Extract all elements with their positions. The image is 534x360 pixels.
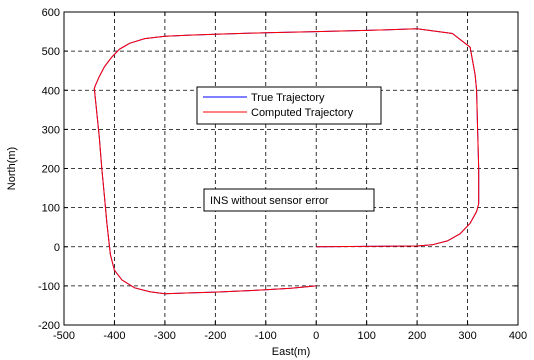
x-tick-label: -400 [103, 330, 125, 342]
legend-box [196, 86, 382, 125]
x-axis-label: East(m) [272, 346, 311, 358]
y-tick-label: -100 [38, 281, 60, 293]
y-tick-label: 500 [42, 46, 60, 58]
x-tick-label: 0 [313, 330, 319, 342]
y-axis-label: North(m) [6, 147, 18, 190]
x-tick-label: -500 [53, 330, 75, 342]
x-tick-label: 400 [509, 330, 527, 342]
x-tick-label: -300 [154, 330, 176, 342]
y-tick-label: 100 [42, 203, 60, 215]
x-tick-label: 100 [357, 330, 375, 342]
series-line-true-trajectory [93, 28, 480, 295]
x-tick-label: -100 [255, 330, 277, 342]
annotation: INS without sensor error [203, 188, 375, 212]
legend-label-true-trajectory: True Trajectory [251, 92, 325, 104]
legend-label-computed-trajectory: Computed Trajectory [251, 107, 354, 119]
series-group [93, 28, 480, 295]
axis-ticks: -500 -400 -300 -200 -100 0 100 200 300 400 -200 -10… [38, 7, 527, 342]
x-tick-label: 300 [458, 330, 476, 342]
legend: True Trajectory Computed Trajectory [196, 86, 382, 125]
x-tick-label: 200 [408, 330, 426, 342]
y-tick-label: 0 [54, 242, 60, 254]
grid-lines [64, 12, 518, 325]
x-tick-label: -200 [204, 330, 226, 342]
annotation-box [203, 188, 375, 212]
series-line-computed-trajectory [93, 28, 480, 295]
y-tick-label: 400 [42, 85, 60, 97]
y-tick-label: 200 [42, 164, 60, 176]
y-tick-label: 600 [42, 7, 60, 19]
y-tick-label: -200 [38, 320, 60, 332]
y-tick-label: 300 [42, 124, 60, 136]
annotation-text: INS without sensor error [210, 195, 329, 207]
